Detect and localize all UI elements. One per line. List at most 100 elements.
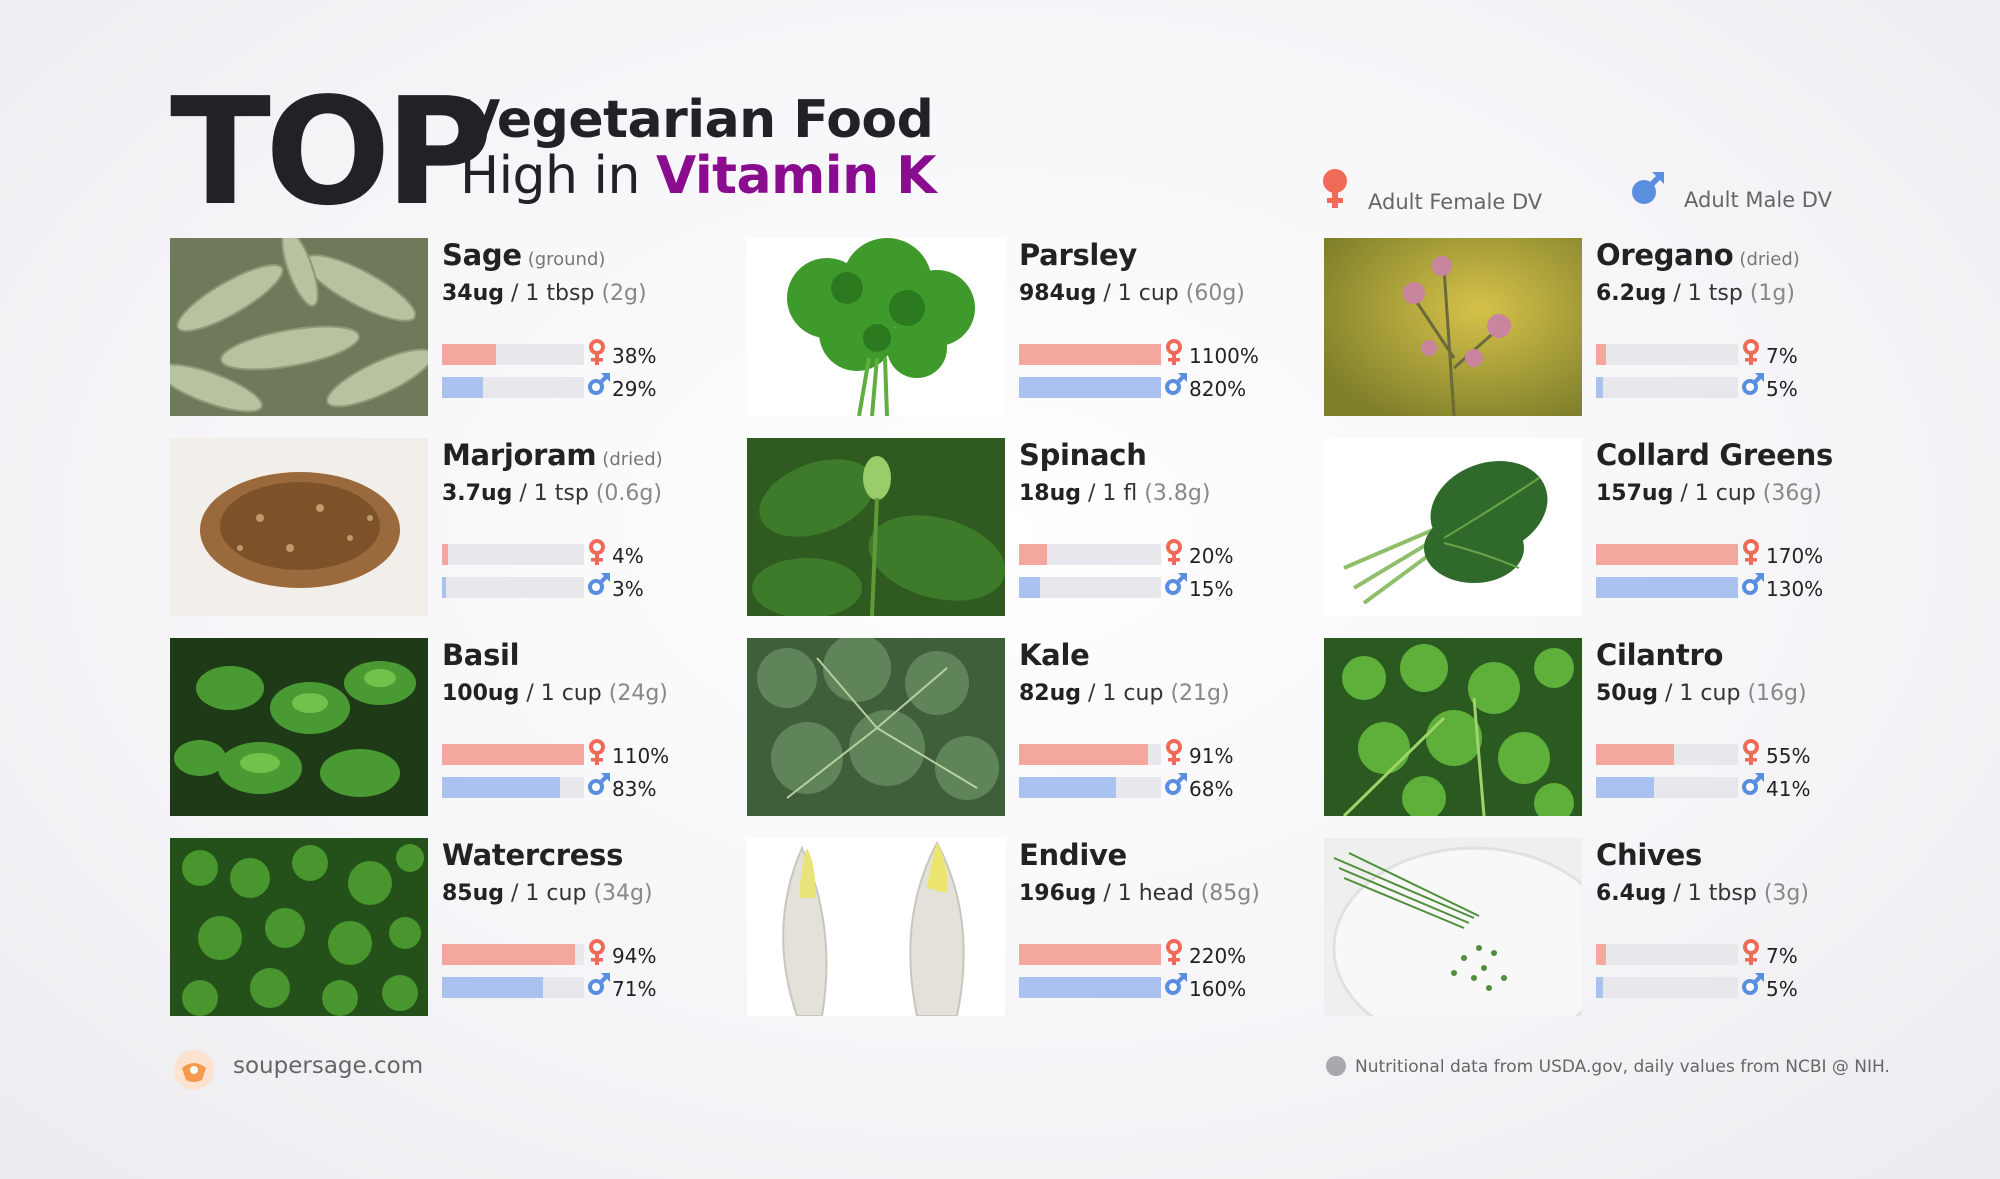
male-bar-fill xyxy=(1596,377,1604,398)
food-amount: 157ug / 1 cup (36g) xyxy=(1596,481,1896,506)
female-bar-fill xyxy=(1596,344,1606,365)
food-info: Chives 6.4ug / 1 tbsp (3g) xyxy=(1596,838,1896,906)
female-bar-fill xyxy=(1019,344,1161,365)
female-bar-track xyxy=(442,744,584,765)
female-bar-fill xyxy=(1019,744,1149,765)
female-dv-row: 7% xyxy=(1596,339,1896,368)
food-serving: / 1 tsp xyxy=(519,481,589,506)
food-weight: (24g) xyxy=(608,681,668,706)
male-dv-row: 160% xyxy=(1019,973,1319,1001)
food-name: Collard Greens xyxy=(1596,438,1833,472)
female-bar-fill xyxy=(442,544,448,565)
food-name: Kale xyxy=(1019,638,1090,672)
female-symbol-icon xyxy=(1740,938,1762,970)
basil-photo xyxy=(170,638,428,816)
female-symbol-icon xyxy=(586,538,608,570)
chives-photo xyxy=(1324,838,1582,1016)
male-dv-row: 5% xyxy=(1596,973,1896,1001)
male-bar-fill xyxy=(442,777,560,798)
male-symbol-icon xyxy=(1163,771,1189,801)
food-vitamin-k: 984ug xyxy=(1019,281,1097,306)
food-amount: 984ug / 1 cup (60g) xyxy=(1019,281,1319,306)
food-grid: Sage (ground) 34ug / 1 tbsp (2g) 38% 29% … xyxy=(170,238,1870,1018)
male-dv-row: 83% xyxy=(442,773,742,801)
footer-source-note: Nutritional data from USDA.gov, daily va… xyxy=(1355,1057,1890,1077)
male-symbol-icon xyxy=(586,771,612,801)
male-bar-fill xyxy=(1596,577,1738,598)
food-amount: 3.7ug / 1 tsp (0.6g) xyxy=(442,481,742,506)
female-symbol-icon xyxy=(586,338,608,370)
food-card: Cilantro 50ug / 1 cup (16g) 55% 41% xyxy=(1324,638,1884,816)
food-amount: 34ug / 1 tbsp (2g) xyxy=(442,281,742,306)
dv-bars: 20% 15% xyxy=(1019,539,1319,604)
female-symbol-icon xyxy=(586,938,608,970)
male-dv-row: 15% xyxy=(1019,573,1319,601)
male-bar-track xyxy=(1596,577,1738,598)
female-bar-fill xyxy=(442,744,584,765)
female-symbol-icon xyxy=(1163,538,1185,570)
male-symbol-icon xyxy=(1630,168,1666,212)
male-dv-percent: 5% xyxy=(1766,977,1798,1001)
male-dv-percent: 41% xyxy=(1766,777,1811,801)
female-bar-track xyxy=(1019,944,1161,965)
legend-male: Adult Male DV xyxy=(1630,168,1832,212)
male-dv-percent: 29% xyxy=(612,377,657,401)
male-dv-row: 130% xyxy=(1596,573,1896,601)
food-card: Spinach 18ug / 1 fl (3.8g) 20% 15% xyxy=(747,438,1307,616)
food-serving: / 1 cup xyxy=(1665,681,1741,706)
food-note: (dried) xyxy=(1739,249,1800,270)
food-serving: / 1 tbsp xyxy=(511,281,595,306)
female-bar-fill xyxy=(1019,944,1161,965)
female-dv-percent: 4% xyxy=(612,544,644,568)
food-info: Watercress 85ug / 1 cup (34g) xyxy=(442,838,742,906)
headline-prefix: High in xyxy=(460,146,656,206)
food-vitamin-k: 6.4ug xyxy=(1596,881,1667,906)
female-bar-track xyxy=(1596,344,1738,365)
female-symbol-icon xyxy=(1740,538,1762,570)
male-symbol-icon xyxy=(586,971,612,1001)
dv-bars: 91% 68% xyxy=(1019,739,1319,804)
dv-bars: 220% 160% xyxy=(1019,939,1319,1004)
male-bar-track xyxy=(1019,577,1161,598)
male-bar-fill xyxy=(442,377,484,398)
female-dv-percent: 170% xyxy=(1766,544,1824,568)
male-dv-percent: 71% xyxy=(612,977,657,1001)
female-symbol-icon xyxy=(1740,338,1762,370)
female-symbol-icon xyxy=(1163,738,1185,770)
female-dv-row: 1100% xyxy=(1019,339,1319,368)
food-serving: / 1 tsp xyxy=(1673,281,1743,306)
male-dv-percent: 820% xyxy=(1189,377,1247,401)
food-serving: / 1 cup xyxy=(1103,281,1179,306)
male-dv-percent: 160% xyxy=(1189,977,1247,1001)
footer-site[interactable]: soupersage.com xyxy=(233,1053,424,1079)
headline-line-1: Vegetarian Food xyxy=(460,90,934,150)
food-serving: / 1 head xyxy=(1103,881,1194,906)
female-bar-track xyxy=(442,544,584,565)
food-name: Chives xyxy=(1596,838,1702,872)
food-vitamin-k: 50ug xyxy=(1596,681,1659,706)
food-info: Basil 100ug / 1 cup (24g) xyxy=(442,638,742,706)
female-dv-row: 94% xyxy=(442,939,742,968)
food-info: Collard Greens 157ug / 1 cup (36g) xyxy=(1596,438,1896,506)
male-dv-percent: 130% xyxy=(1766,577,1824,601)
food-card: Kale 82ug / 1 cup (21g) 91% 68% xyxy=(747,638,1307,816)
dv-bars: 4% 3% xyxy=(442,539,742,604)
male-dv-row: 68% xyxy=(1019,773,1319,801)
food-amount: 18ug / 1 fl (3.8g) xyxy=(1019,481,1319,506)
food-amount: 196ug / 1 head (85g) xyxy=(1019,881,1319,906)
food-info: Kale 82ug / 1 cup (21g) xyxy=(1019,638,1319,706)
food-name: Cilantro xyxy=(1596,638,1724,672)
food-name: Sage (ground) xyxy=(442,238,606,272)
male-bar-fill xyxy=(442,977,543,998)
female-bar-track xyxy=(442,344,584,365)
parsley-photo xyxy=(747,238,1005,416)
top-word: TOP xyxy=(170,66,493,238)
male-bar-track xyxy=(1596,977,1738,998)
food-serving: / 1 fl xyxy=(1088,481,1138,506)
male-dv-row: 29% xyxy=(442,373,742,401)
female-dv-percent: 7% xyxy=(1766,944,1798,968)
source-dot-icon xyxy=(1326,1056,1346,1076)
male-bar-track xyxy=(442,377,584,398)
male-dv-percent: 3% xyxy=(612,577,644,601)
female-dv-row: 220% xyxy=(1019,939,1319,968)
